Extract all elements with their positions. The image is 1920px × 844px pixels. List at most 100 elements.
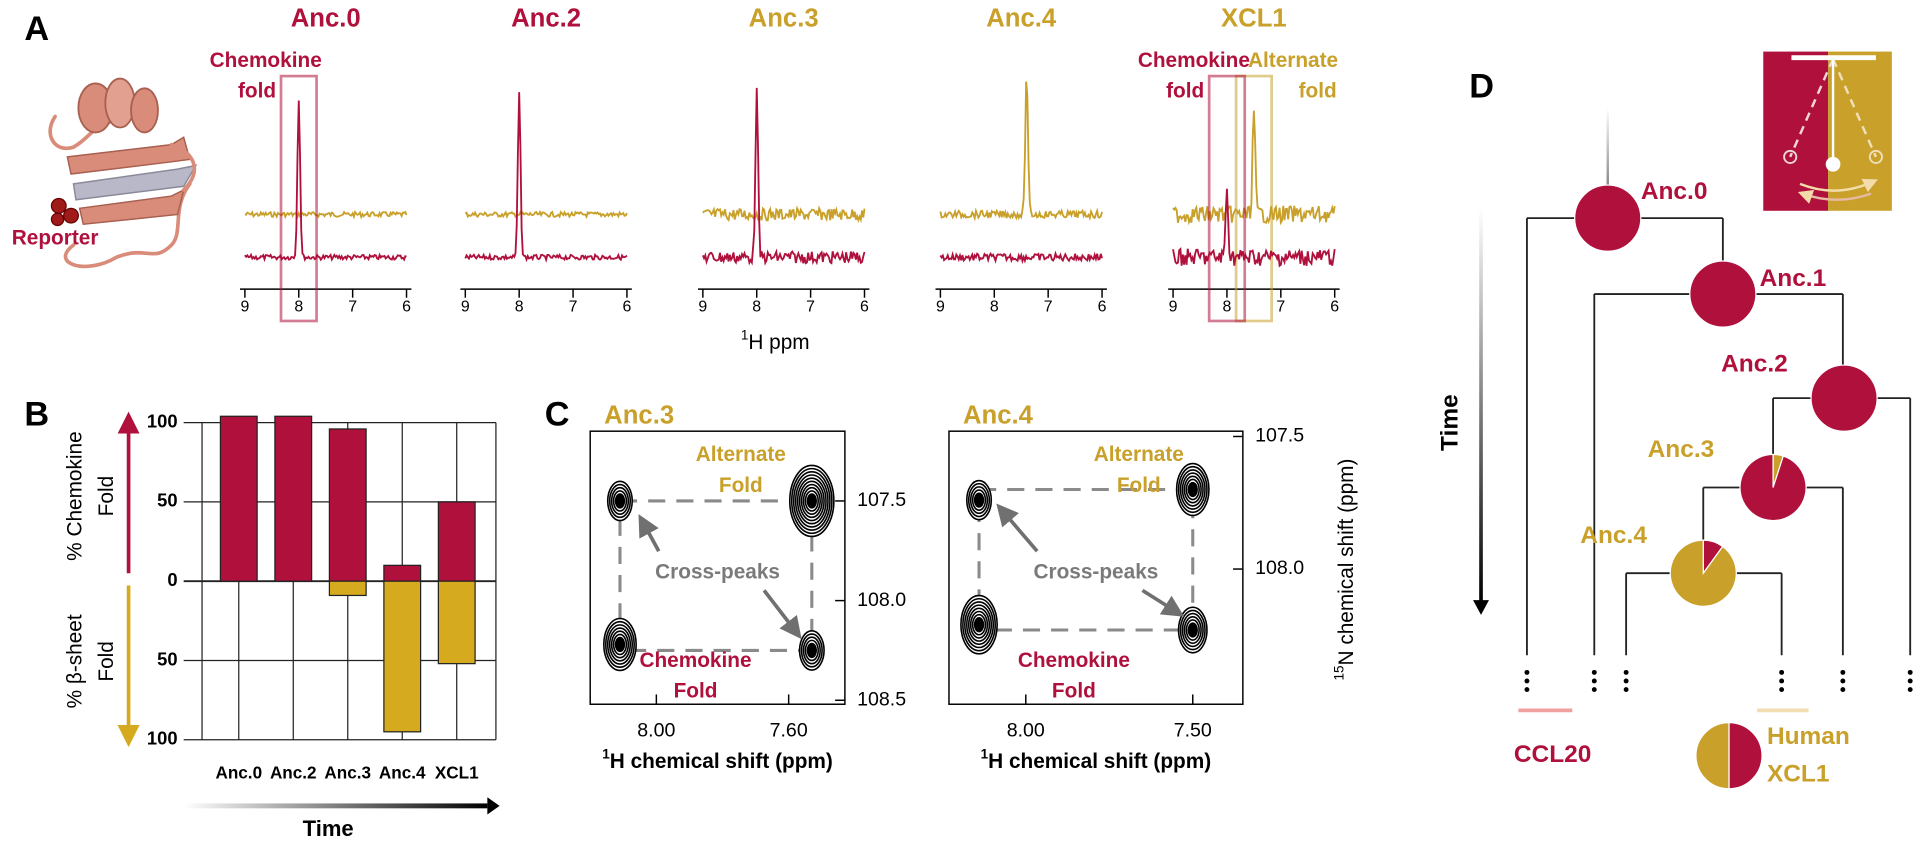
- region-box: [279, 74, 318, 323]
- continuation-dot: [1623, 687, 1629, 692]
- x-tick-label: 7: [1276, 299, 1285, 316]
- superscript: 15: [1331, 665, 1346, 680]
- arrow: [996, 503, 1039, 553]
- y-tick-label: 50: [157, 648, 177, 669]
- contour: [806, 642, 818, 659]
- continuation-dot: [1524, 669, 1530, 675]
- superscript: 1: [981, 746, 989, 761]
- x-axis-label: Time: [303, 816, 354, 841]
- connector: [977, 487, 1195, 632]
- continuation-dot: [1840, 678, 1846, 684]
- x-tick-label: 7: [569, 299, 578, 316]
- x-tick-label: XCL1: [435, 763, 479, 783]
- annotation: Fold: [1117, 474, 1161, 497]
- annotation: Cross-peaks: [655, 561, 780, 584]
- x-tick-label: 9: [698, 299, 707, 316]
- arrow: [762, 589, 802, 640]
- plot-title: Anc.3: [604, 401, 674, 429]
- contour: [614, 493, 626, 509]
- protein-illustration: [48, 77, 198, 269]
- leaf-label: CCL20: [1514, 741, 1592, 768]
- x-tick-label: 9: [1169, 299, 1178, 316]
- continuation-dot: [1840, 687, 1846, 692]
- node-label: Anc.0: [1641, 178, 1708, 205]
- continuation-dot: [1623, 678, 1629, 684]
- y-tick-label: 100: [147, 410, 178, 431]
- annotation: Cross-peaks: [1033, 561, 1158, 584]
- x-tick-label: 8.00: [637, 719, 675, 741]
- box-label: Alternate: [1248, 49, 1338, 72]
- x-tick-label: 8: [1223, 299, 1232, 316]
- x-tick-label: 7.60: [770, 719, 808, 741]
- plot-frame: [589, 430, 846, 705]
- spectrum-trace: [702, 205, 866, 224]
- bar: [274, 415, 313, 582]
- node-label: Anc.1: [1760, 265, 1827, 292]
- y-tick-label: 108.5: [857, 688, 906, 710]
- x-tick-label: 9: [936, 299, 945, 316]
- x-tick-label: 9: [461, 299, 470, 316]
- box-label: Chemokine: [1138, 49, 1250, 72]
- root-branch: [1606, 107, 1609, 187]
- x-tick-label: 7: [806, 299, 815, 316]
- spectrum-trace: [244, 100, 407, 263]
- node-label: XCL1: [1767, 761, 1830, 788]
- y-tick-label: 0: [167, 569, 177, 590]
- pie-wedge: [1669, 539, 1737, 607]
- annotation: Fold: [1052, 680, 1096, 703]
- reporter-label: Reporter: [12, 226, 99, 249]
- plot-frame: [948, 430, 1244, 705]
- spectrum-title: Anc.2: [511, 5, 581, 33]
- y-tick-label: 107.5: [1255, 425, 1304, 447]
- x-tick-label: 9: [240, 299, 249, 316]
- continuation-dot: [1907, 669, 1913, 675]
- continuation-dot: [1779, 678, 1785, 684]
- bar: [383, 580, 422, 733]
- pie-wedge: [1810, 364, 1878, 432]
- annotation: Alternate: [696, 443, 786, 466]
- continuation-dot: [1591, 669, 1597, 675]
- continuation-dot: [1907, 687, 1913, 692]
- y-axis-label: Fold: [95, 641, 118, 681]
- y-tick-label: 108.0: [1255, 557, 1304, 579]
- x-tick-label: Anc.3: [324, 763, 371, 783]
- annotation: Chemokine: [1018, 649, 1130, 672]
- x-tick-label: Anc.4: [379, 763, 426, 783]
- pie-wedge: [1728, 721, 1763, 790]
- spectrum-trace: [1172, 188, 1336, 268]
- label-text: H chemical shift (ppm): [610, 749, 833, 772]
- connector: [618, 499, 814, 652]
- x-tick-label: 8: [294, 299, 303, 316]
- box-label: fold: [1299, 80, 1337, 103]
- bar: [328, 428, 367, 582]
- annotation: Chemokine: [639, 649, 751, 672]
- y-axis-label: 15N chemical shift (ppm): [1331, 459, 1357, 681]
- time-arrowhead: [487, 797, 500, 815]
- spectrum-title: Anc.0: [291, 5, 361, 33]
- continuation-dot: [1840, 669, 1846, 675]
- spectrum-trace: [939, 250, 1103, 265]
- plot-title: Anc.4: [963, 401, 1034, 429]
- x-tick-label: 8: [515, 299, 524, 316]
- spectrum-trace: [464, 92, 628, 263]
- y-axis-label: Fold: [95, 476, 118, 516]
- panel-letter: B: [24, 396, 49, 434]
- label-text: N chemical shift (ppm): [1334, 459, 1357, 666]
- box-label: fold: [1166, 80, 1204, 103]
- contour: [973, 492, 985, 508]
- annotation: Fold: [674, 680, 718, 703]
- box-label: fold: [238, 80, 276, 103]
- spectrum-trace: [702, 87, 866, 266]
- spectrum-trace: [1172, 110, 1336, 226]
- x-axis-label: 1H ppm: [741, 327, 810, 353]
- pie-wedge: [1695, 721, 1730, 790]
- pendulum-inset: [1763, 51, 1892, 211]
- continuation-dot: [1524, 678, 1530, 684]
- contour: [1187, 622, 1198, 638]
- time-arrow: [1479, 208, 1483, 603]
- region-box: [1207, 74, 1247, 323]
- x-tick-label: Anc.0: [215, 763, 262, 783]
- panel-letter: D: [1469, 67, 1494, 105]
